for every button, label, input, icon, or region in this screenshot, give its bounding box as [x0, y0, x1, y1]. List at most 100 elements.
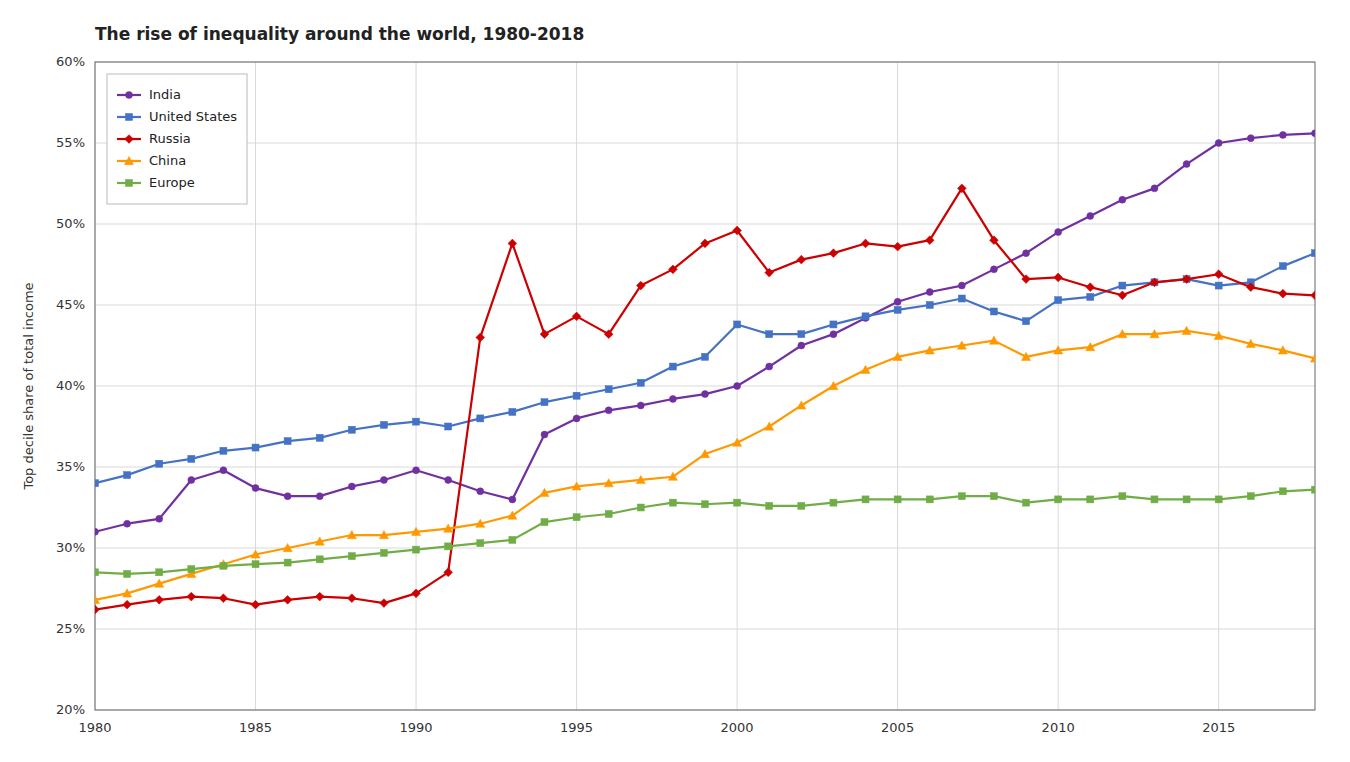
point	[573, 514, 580, 521]
legend-box	[107, 74, 247, 204]
point	[541, 399, 548, 406]
x-tick-label: 1985	[239, 720, 272, 735]
legend-label: Russia	[149, 131, 191, 146]
point	[829, 249, 838, 258]
point	[541, 519, 548, 526]
grid	[95, 62, 1315, 710]
series-line	[95, 253, 1315, 483]
legend-marker	[126, 114, 133, 121]
point	[380, 549, 387, 556]
legend-label: China	[149, 153, 186, 168]
point	[1151, 185, 1158, 192]
y-grid-line	[95, 305, 1315, 306]
point	[1246, 283, 1255, 292]
y-grid-line	[95, 386, 1315, 387]
x-tick-label: 2015	[1202, 720, 1235, 735]
point	[990, 308, 997, 315]
point	[155, 579, 164, 587]
point	[734, 383, 741, 390]
point	[1215, 282, 1222, 289]
point	[958, 493, 965, 500]
title: The rise of inequality around the world,…	[95, 24, 584, 44]
point	[1182, 326, 1191, 334]
point	[284, 438, 291, 445]
point	[1119, 196, 1126, 203]
point	[925, 236, 934, 245]
point	[251, 550, 260, 558]
point	[1312, 130, 1316, 137]
point	[1086, 343, 1095, 351]
point	[1310, 354, 1315, 362]
point	[413, 546, 420, 553]
point	[251, 600, 260, 609]
point	[637, 504, 644, 511]
point	[379, 530, 388, 538]
point	[444, 568, 453, 577]
point	[95, 480, 99, 487]
point	[1151, 496, 1158, 503]
point	[573, 415, 580, 422]
point	[668, 472, 677, 480]
point	[1151, 279, 1158, 286]
point	[1183, 161, 1190, 168]
point	[1279, 131, 1286, 138]
point	[1182, 275, 1191, 284]
point	[412, 589, 421, 598]
x-grid-line	[1058, 62, 1059, 710]
point	[1215, 496, 1222, 503]
point	[1247, 493, 1254, 500]
point	[733, 438, 742, 446]
point	[316, 434, 323, 441]
point	[380, 476, 387, 483]
point	[1118, 330, 1127, 338]
point	[958, 295, 965, 302]
point	[1022, 352, 1031, 360]
series	[95, 130, 1315, 536]
point	[958, 282, 965, 289]
point	[990, 266, 997, 273]
point	[1022, 275, 1031, 284]
y-grid-line	[95, 548, 1315, 549]
point	[156, 569, 163, 576]
point	[188, 566, 195, 573]
point	[637, 379, 644, 386]
point	[862, 496, 869, 503]
point	[95, 595, 100, 603]
point	[348, 426, 355, 433]
x-tick-label: 1995	[560, 720, 593, 735]
legend-label: United States	[149, 109, 237, 124]
point	[156, 515, 163, 522]
point	[316, 493, 323, 500]
point	[220, 562, 227, 569]
point	[445, 543, 452, 550]
x-grid-line	[576, 62, 577, 710]
legend: IndiaUnited StatesRussiaChinaEurope	[107, 74, 247, 204]
x-tick-label: 2010	[1042, 720, 1075, 735]
point	[990, 493, 997, 500]
point	[1150, 278, 1159, 287]
point	[1055, 297, 1062, 304]
point	[766, 363, 773, 370]
point	[284, 559, 291, 566]
point	[188, 476, 195, 483]
x-grid-line	[255, 62, 256, 710]
point	[124, 472, 131, 479]
point	[797, 255, 806, 264]
plot-frame	[95, 62, 1315, 710]
point	[1278, 346, 1287, 354]
point	[989, 336, 998, 344]
point	[380, 599, 389, 608]
point	[477, 540, 484, 547]
point	[702, 353, 709, 360]
y-grid-line	[95, 467, 1315, 468]
point	[798, 331, 805, 338]
point	[1119, 493, 1126, 500]
point	[1119, 282, 1126, 289]
point	[636, 281, 645, 290]
point	[155, 595, 164, 604]
point	[508, 239, 517, 248]
y-tick-label: 55%	[56, 135, 85, 150]
point	[252, 561, 259, 568]
point	[1311, 291, 1315, 300]
point	[124, 570, 131, 577]
